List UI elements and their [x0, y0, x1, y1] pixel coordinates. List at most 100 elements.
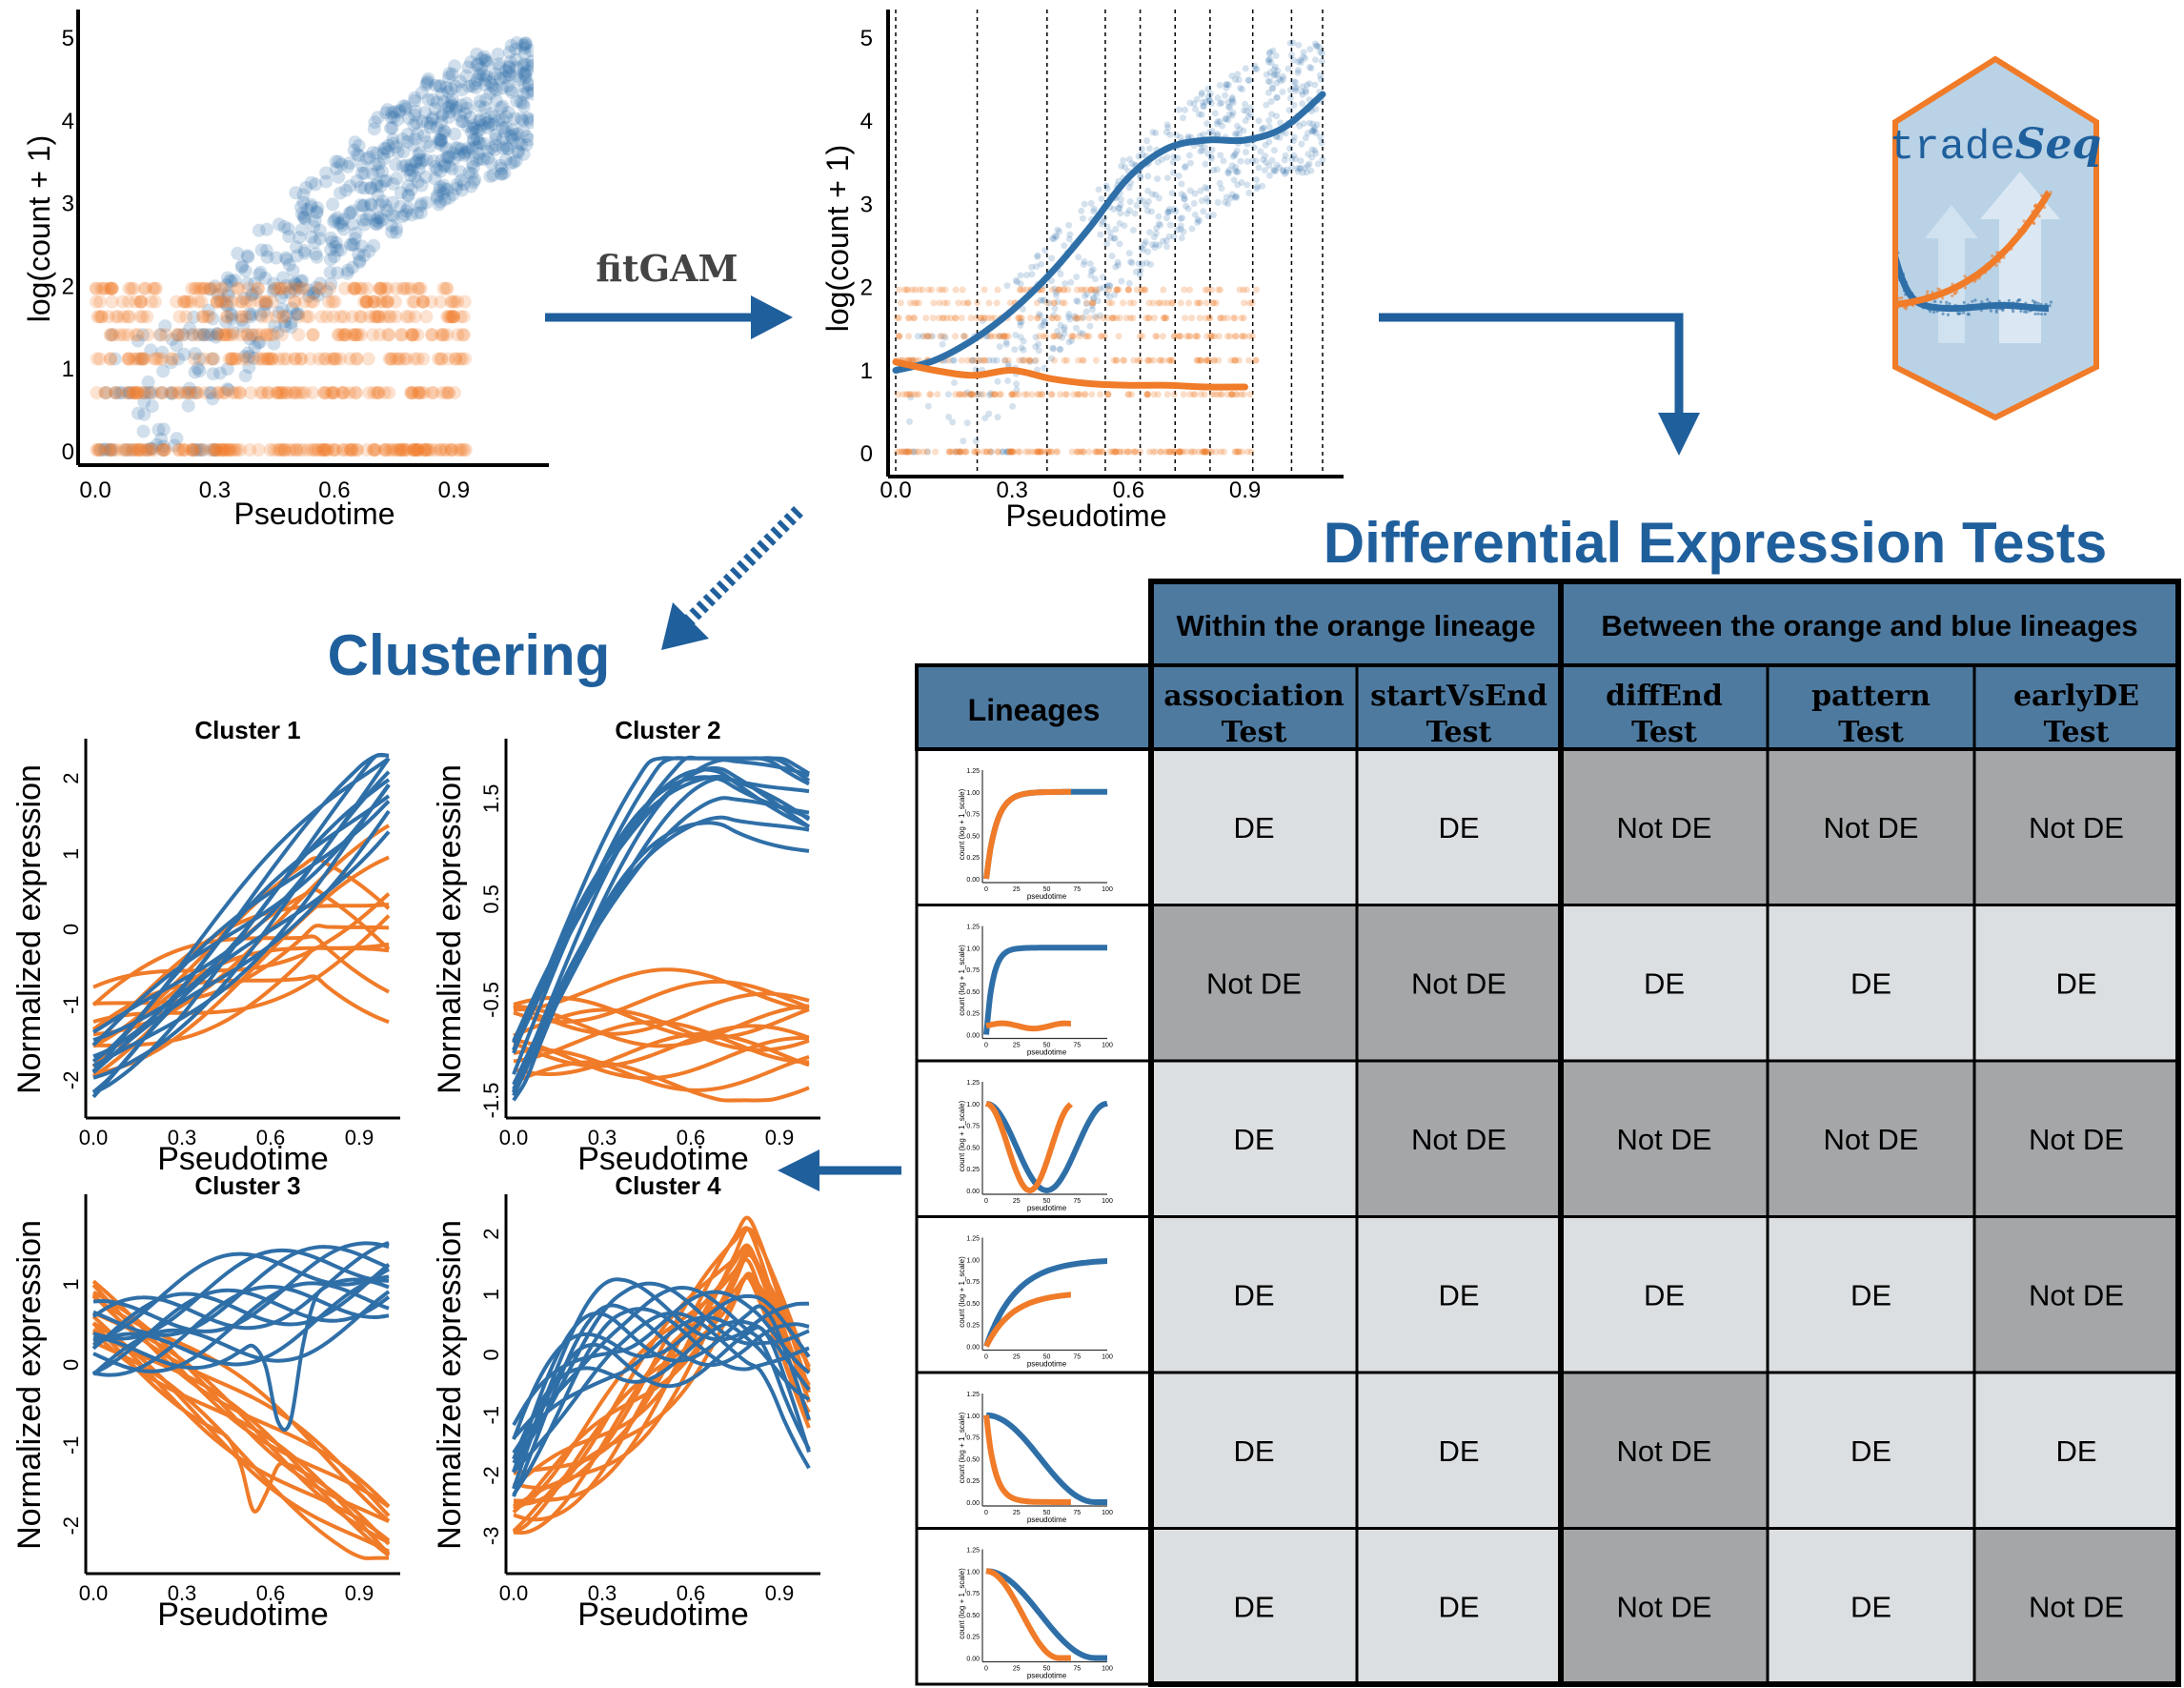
data-point	[419, 135, 434, 150]
data-point	[1092, 448, 1100, 456]
data-point	[177, 386, 192, 400]
data-point	[156, 443, 171, 457]
data-point	[1125, 279, 1133, 287]
data-point	[419, 153, 434, 167]
data-point	[355, 199, 370, 214]
data-point	[185, 443, 199, 457]
data-point	[1001, 333, 1008, 340]
data-point	[353, 281, 367, 295]
data-point	[107, 443, 121, 457]
data-point	[348, 328, 362, 342]
data-point	[1057, 321, 1064, 329]
data-point	[1036, 333, 1043, 340]
data-point	[434, 164, 448, 178]
data-point	[1199, 448, 1205, 456]
data-point	[301, 443, 315, 457]
data-point	[455, 83, 469, 97]
data-point	[108, 328, 121, 342]
data-point	[439, 141, 454, 155]
data-point	[379, 173, 394, 188]
data-point	[1009, 448, 1017, 456]
data-point	[268, 319, 282, 334]
thumb-x-label: pseudotime	[1027, 1672, 1067, 1680]
data-point	[1048, 391, 1056, 398]
data-point	[1047, 448, 1055, 456]
data-point	[1228, 391, 1236, 398]
data-point	[1206, 333, 1214, 340]
data-point	[379, 106, 394, 120]
data-point	[1265, 116, 1273, 124]
data-point	[91, 443, 106, 457]
cluster-title: Cluster 4	[615, 1171, 721, 1200]
data-point	[1126, 299, 1134, 307]
thumb-y-tick: 0.00	[966, 1033, 980, 1040]
blue-lineage-curve	[983, 945, 1107, 1035]
blue-fitted-curve	[892, 91, 1326, 374]
data-point	[245, 288, 259, 302]
data-point	[501, 142, 516, 156]
data-point	[362, 386, 376, 400]
data-point	[164, 352, 178, 366]
y-tick-label: 3	[860, 192, 873, 217]
data-point	[245, 308, 259, 321]
data-point	[440, 328, 455, 342]
data-point	[1008, 448, 1016, 456]
test-label: Test	[1838, 716, 1904, 749]
data-point	[277, 286, 292, 300]
data-point	[1292, 155, 1300, 163]
data-point	[499, 110, 514, 124]
data-point	[458, 443, 473, 457]
data-point	[109, 310, 123, 324]
data-point	[260, 222, 273, 236]
fitgam-arrow: fitGAM	[545, 247, 793, 339]
data-point	[1224, 169, 1232, 176]
data-point	[1284, 166, 1290, 173]
data-point	[488, 67, 502, 81]
data-point	[909, 286, 917, 294]
data-point	[324, 231, 338, 245]
data-point	[1045, 299, 1053, 307]
data-point	[378, 198, 393, 213]
data-point	[225, 312, 239, 326]
data-point	[903, 286, 910, 294]
data-point	[1233, 122, 1241, 130]
data-point	[165, 386, 179, 400]
group-within-label: Within the orange lineage	[1177, 609, 1536, 642]
data-point	[1004, 356, 1012, 364]
data-point	[407, 443, 421, 457]
data-point	[984, 315, 992, 322]
data-point	[516, 124, 531, 138]
data-point	[219, 328, 233, 342]
data-point	[310, 205, 324, 219]
data-point	[1143, 201, 1150, 209]
data-point	[425, 386, 439, 400]
data-point	[296, 195, 311, 210]
data-point	[1089, 299, 1097, 307]
data-point	[1166, 448, 1174, 456]
data-point	[1072, 324, 1080, 332]
data-point	[1120, 299, 1126, 307]
data-point	[958, 391, 965, 398]
thumb-x-tick: 0	[984, 1043, 988, 1049]
data-point	[339, 328, 354, 342]
data-point	[1113, 448, 1121, 456]
data-point	[980, 448, 987, 456]
data-point	[246, 287, 260, 301]
data-point	[234, 328, 249, 342]
data-point	[357, 198, 372, 213]
data-point	[1075, 315, 1082, 322]
data-point	[215, 443, 230, 457]
test-label: Test	[1426, 716, 1492, 749]
data-point	[1218, 99, 1225, 107]
data-point	[1298, 140, 1305, 148]
data-point	[1195, 448, 1203, 456]
data-point	[1080, 314, 1087, 321]
data-point	[986, 333, 994, 340]
data-point	[1228, 391, 1236, 398]
data-point	[136, 424, 151, 438]
data-point	[217, 295, 232, 309]
data-point	[461, 144, 475, 158]
data-point	[239, 310, 253, 324]
data-point	[360, 295, 374, 309]
data-point	[334, 215, 349, 230]
